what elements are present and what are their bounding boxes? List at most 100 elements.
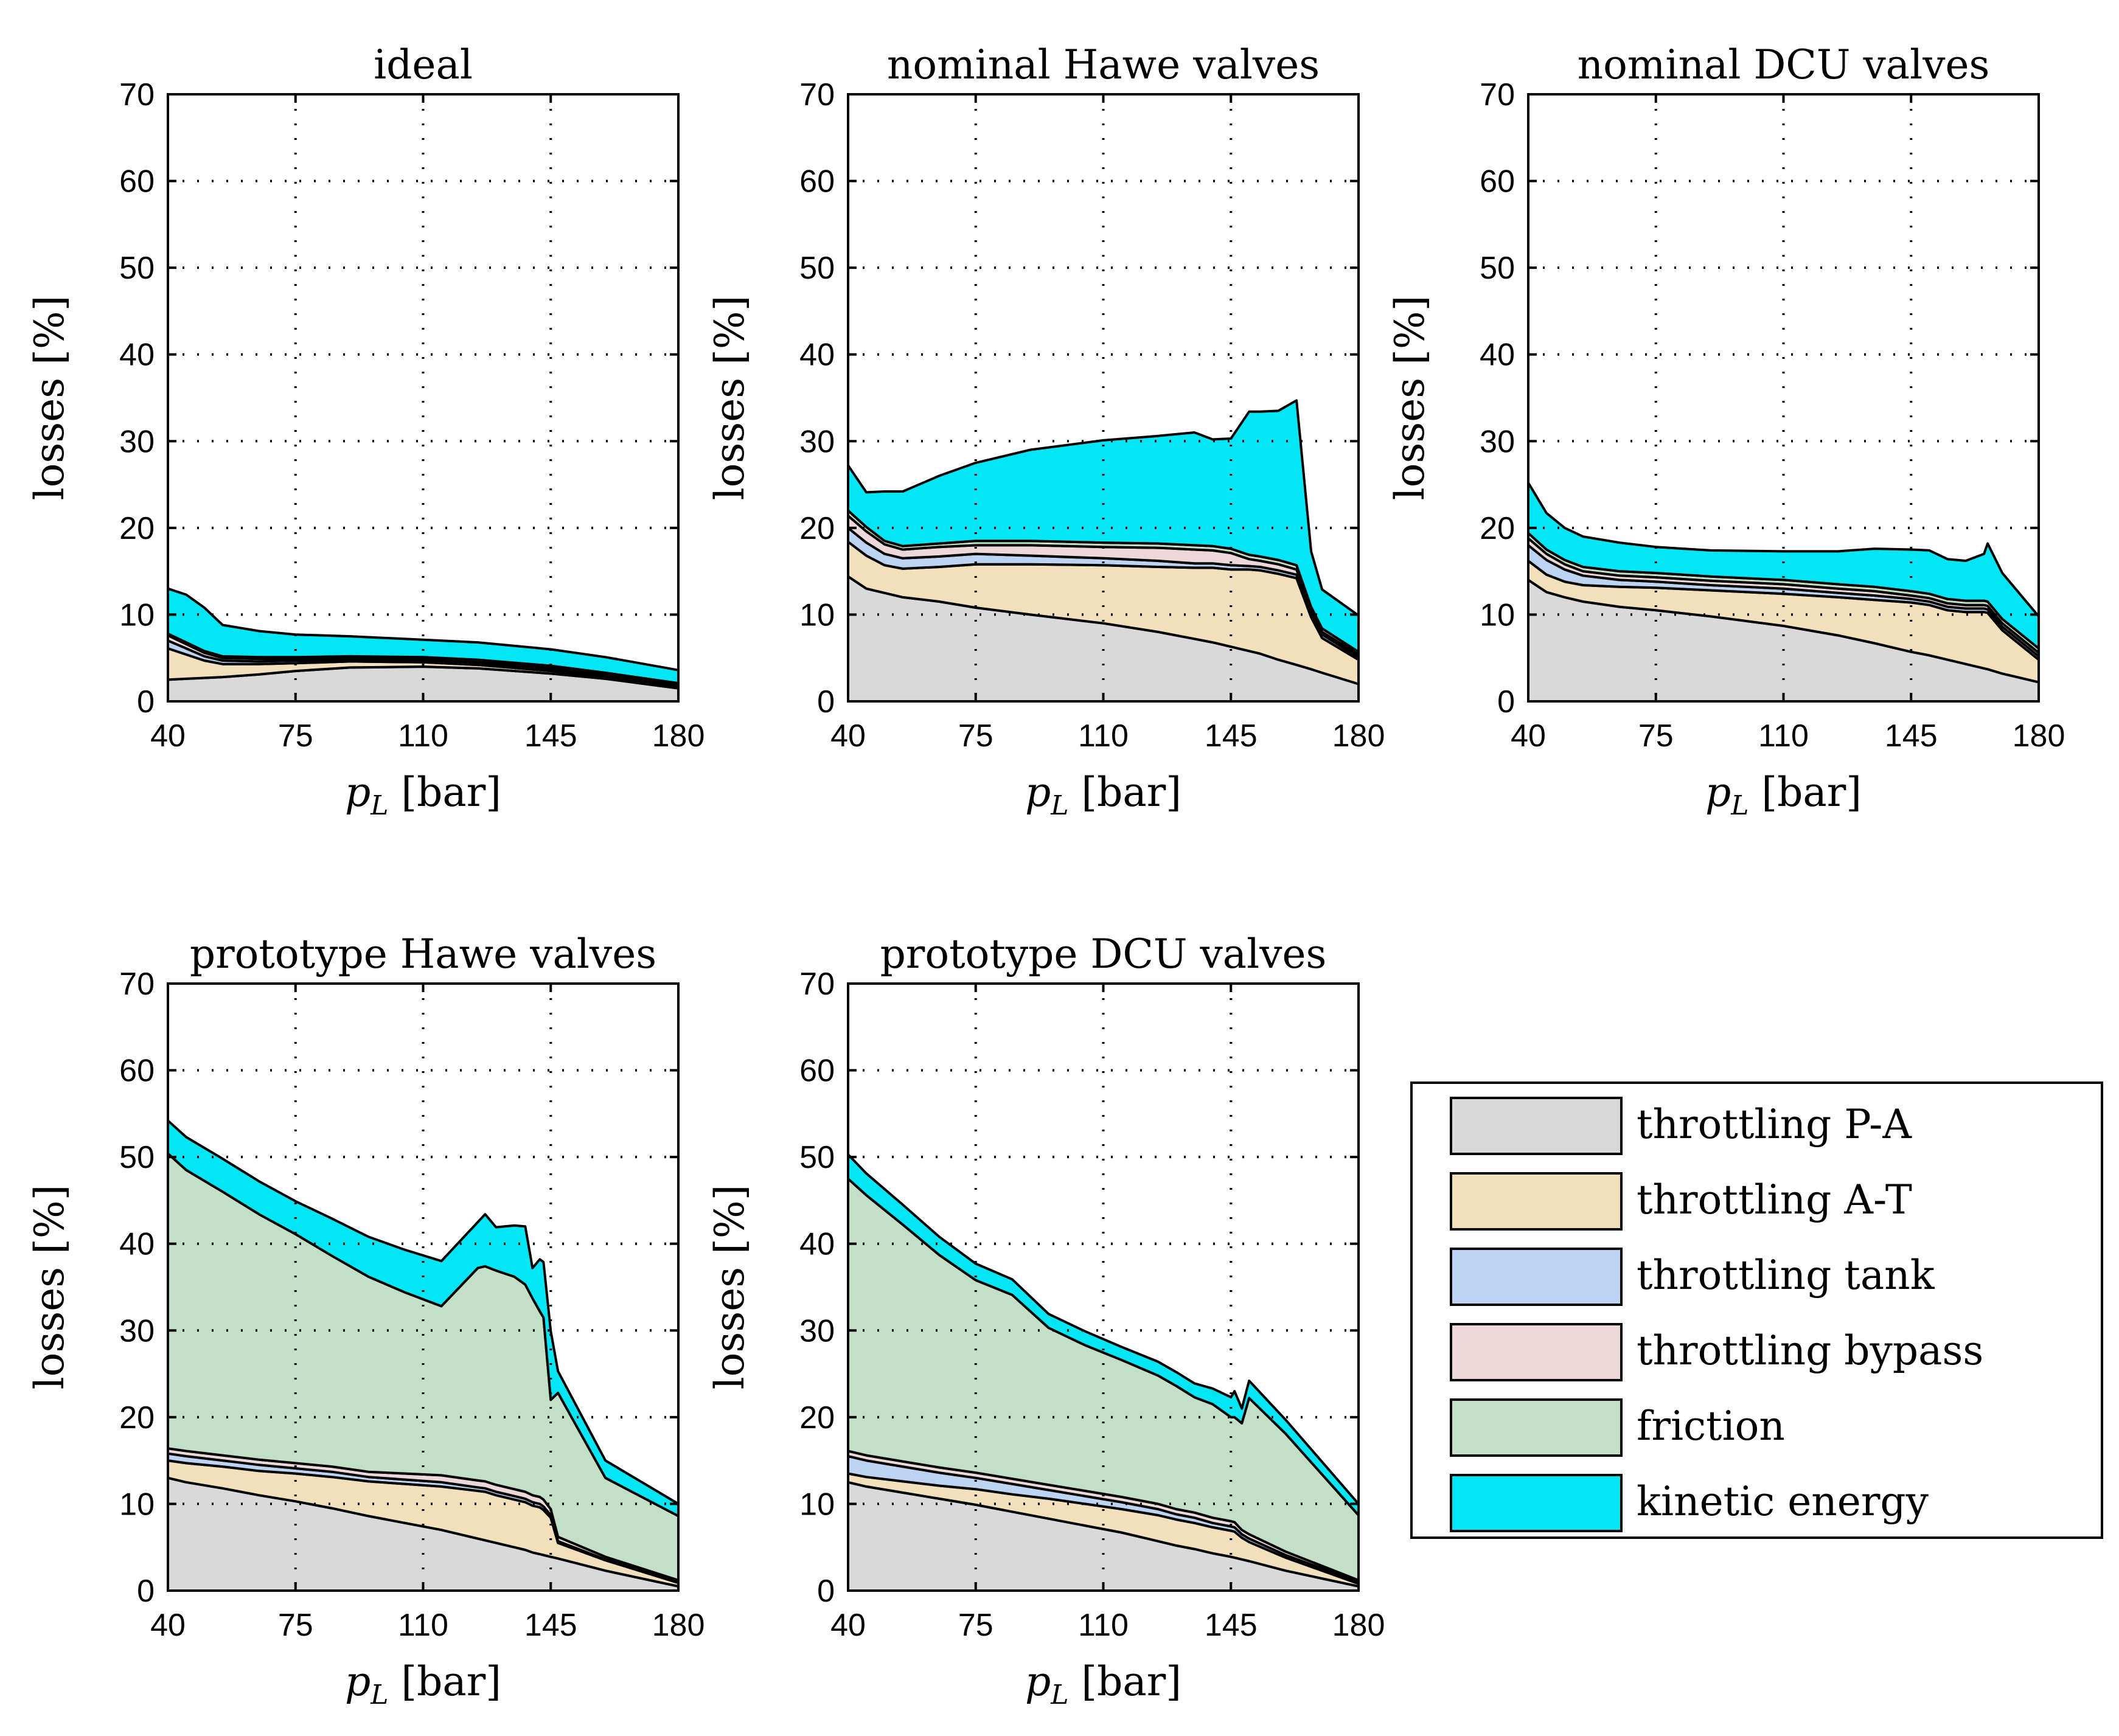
panel-nominal-hawe-valves-ytick-label: 30 bbox=[799, 424, 835, 459]
panel-nominal-dcu-valves-ytick-label: 30 bbox=[1480, 424, 1515, 459]
panel-nominal-dcu-valves-ytick-label: 0 bbox=[1497, 684, 1515, 720]
panel-prototype-hawe-valves-ytick-label: 60 bbox=[119, 1054, 155, 1089]
panel-nominal-hawe-valves-xlabel-var: p bbox=[1025, 769, 1051, 816]
panel-nominal-dcu-valves-xlabel-unit: [bar] bbox=[1748, 769, 1862, 816]
panel-nominal-hawe-valves-xlabel-unit: [bar] bbox=[1068, 769, 1181, 816]
panel-nominal-hawe-valves-ytick-label: 50 bbox=[799, 251, 835, 286]
legend-label-kinetic-energy: kinetic energy bbox=[1637, 1478, 1929, 1525]
panel-nominal-hawe-valves-ytick-label: 0 bbox=[817, 684, 835, 720]
panel-prototype-hawe-valves-xtick-label: 180 bbox=[652, 1608, 705, 1643]
legend-item-kinetic-energy: kinetic energy bbox=[1450, 1474, 1929, 1532]
panel-prototype-dcu-valves-xlabel: pL [bar] bbox=[1025, 1658, 1181, 1710]
panel-prototype-dcu-valves-xlabel-sub: L bbox=[1050, 1679, 1068, 1710]
panel-nominal-dcu-valves-xtick-label: 145 bbox=[1885, 718, 1938, 754]
legend-swatch-throttling-p-a bbox=[1450, 1097, 1623, 1155]
panel-nominal-dcu-valves-ytick-label: 60 bbox=[1480, 164, 1515, 200]
panel-nominal-dcu-valves-ytick-label: 40 bbox=[1480, 338, 1515, 373]
panel-prototype-hawe-valves-xtick-label: 75 bbox=[278, 1608, 313, 1643]
panel-nominal-hawe-valves-xlabel-sub: L bbox=[1050, 790, 1068, 821]
panel-prototype-dcu-valves-xlabel-unit: [bar] bbox=[1068, 1658, 1181, 1705]
panel-prototype-hawe-valves-xtick-label: 110 bbox=[398, 1608, 448, 1643]
panel-prototype-hawe-valves-xtick-label: 40 bbox=[150, 1608, 186, 1643]
panel-ideal-ytick-label: 10 bbox=[119, 597, 155, 633]
panel-nominal-hawe-valves-title: nominal Hawe valves bbox=[887, 41, 1320, 88]
panel-nominal-hawe-valves-ytick-label: 60 bbox=[799, 164, 835, 200]
legend-swatch-throttling-tank bbox=[1450, 1248, 1623, 1306]
panel-prototype-dcu-valves-xtick-label: 75 bbox=[958, 1608, 993, 1643]
panel-nominal-dcu-valves-ytick-label: 20 bbox=[1480, 511, 1515, 546]
panel-nominal-hawe-valves: 40 75 110 145 180 0 10 20 30 40 50 60 70 nominal Hawe… bbox=[706, 41, 1385, 821]
panel-nominal-hawe-valves-xlabel: pL [bar] bbox=[1025, 769, 1181, 821]
legend-item-throttling-p-a: throttling P-A bbox=[1450, 1097, 1912, 1155]
panel-prototype-dcu-valves-xlabel-var: p bbox=[1025, 1658, 1051, 1705]
panel-nominal-dcu-valves-ytick-label: 50 bbox=[1480, 251, 1515, 286]
panel-prototype-dcu-valves-xtick-label: 110 bbox=[1078, 1608, 1129, 1643]
panel-nominal-hawe-valves-xtick-label: 180 bbox=[1332, 718, 1385, 754]
panel-prototype-hawe-valves-ytick-label: 40 bbox=[119, 1227, 155, 1262]
panel-prototype-hawe-valves-ytick-label: 30 bbox=[119, 1313, 155, 1349]
panel-nominal-dcu-valves-xlabel: pL [bar] bbox=[1705, 769, 1862, 821]
panel-ideal-xlabel-sub: L bbox=[370, 790, 388, 821]
legend-label-throttling-p-a: throttling P-A bbox=[1637, 1101, 1912, 1148]
panel-prototype-hawe-valves-xtick-label: 145 bbox=[524, 1608, 577, 1643]
panel-prototype-dcu-valves: 40 75 110 145 180 0 10 20 30 40 50 60 70 prototype DC… bbox=[706, 931, 1385, 1710]
panel-ideal-xtick-label: 110 bbox=[398, 718, 448, 754]
panel-ideal-ytick-label: 50 bbox=[119, 251, 155, 286]
panel-ideal-xtick-label: 75 bbox=[278, 718, 313, 754]
panel-nominal-dcu-valves-xtick-label: 40 bbox=[1511, 718, 1546, 754]
panel-prototype-hawe-valves-ytick-label: 50 bbox=[119, 1140, 155, 1175]
panel-nominal-hawe-valves-ytick-label: 10 bbox=[799, 597, 835, 633]
panel-prototype-hawe-valves-title: prototype Hawe valves bbox=[190, 931, 656, 977]
legend-label-throttling-bypass: throttling bypass bbox=[1637, 1327, 1983, 1374]
panel-ideal-ytick-label: 20 bbox=[119, 511, 155, 546]
panel-prototype-hawe-valves-ytick-label: 0 bbox=[137, 1574, 155, 1609]
panel-prototype-hawe-valves-xlabel-sub: L bbox=[370, 1679, 388, 1710]
panel-prototype-hawe-valves-ylabel: losses [%] bbox=[26, 1185, 73, 1390]
panel-prototype-dcu-valves-ytick-label: 70 bbox=[799, 967, 835, 1002]
panel-nominal-dcu-valves-xtick-label: 110 bbox=[1758, 718, 1809, 754]
panel-prototype-dcu-valves-title: prototype DCU valves bbox=[880, 931, 1327, 977]
panel-prototype-hawe-valves-xlabel-var: p bbox=[345, 1658, 371, 1705]
panel-nominal-hawe-valves-ytick-label: 70 bbox=[799, 77, 835, 113]
legend-box bbox=[1410, 1082, 2103, 1539]
panel-nominal-dcu-valves: 40 75 110 145 180 0 10 20 30 40 50 60 70 nominal DCU … bbox=[1387, 41, 2065, 821]
panel-prototype-hawe-valves-xlabel-unit: [bar] bbox=[388, 1658, 501, 1705]
panel-prototype-hawe-valves-ytick-label: 10 bbox=[119, 1487, 155, 1522]
panel-nominal-dcu-valves-title: nominal DCU valves bbox=[1578, 41, 1990, 88]
panel-prototype-dcu-valves-ytick-label: 50 bbox=[799, 1140, 835, 1175]
panel-nominal-hawe-valves-xtick-label: 110 bbox=[1078, 718, 1129, 754]
panel-prototype-hawe-valves-ytick-label: 20 bbox=[119, 1400, 155, 1436]
panel-nominal-hawe-valves-ytick-label: 40 bbox=[799, 338, 835, 373]
panel-nominal-dcu-valves-ylabel: losses [%] bbox=[1387, 296, 1433, 501]
panel-nominal-dcu-valves-ytick-label: 70 bbox=[1480, 77, 1515, 113]
panel-nominal-hawe-valves-xtick-label: 75 bbox=[958, 718, 993, 754]
panel-ideal-xtick-label: 40 bbox=[150, 718, 186, 754]
panel-ideal-xlabel: pL [bar] bbox=[345, 769, 501, 821]
panel-nominal-dcu-valves-xlabel-sub: L bbox=[1730, 790, 1748, 821]
panel-prototype-hawe-valves: 40 75 110 145 180 0 10 20 30 40 50 60 70 prototype Ha… bbox=[26, 931, 705, 1710]
panel-nominal-dcu-valves-ytick-label: 10 bbox=[1480, 597, 1515, 633]
panel-prototype-dcu-valves-xtick-label: 180 bbox=[1332, 1608, 1385, 1643]
panel-ideal-ytick-label: 70 bbox=[119, 77, 155, 113]
legend-item-throttling-tank: throttling tank bbox=[1450, 1248, 1935, 1306]
panel-prototype-dcu-valves-ytick-label: 0 bbox=[817, 1574, 835, 1609]
panel-ideal-ytick-label: 60 bbox=[119, 164, 155, 200]
panel-nominal-dcu-valves-xtick-label: 180 bbox=[2013, 718, 2065, 754]
legend-item-friction: friction bbox=[1450, 1398, 1785, 1457]
legend-swatch-kinetic-energy bbox=[1450, 1474, 1623, 1532]
panel-nominal-dcu-valves-xtick-label: 75 bbox=[1638, 718, 1674, 754]
panel-ideal-title: ideal bbox=[374, 41, 473, 88]
legend-swatch-throttling-bypass bbox=[1450, 1323, 1623, 1381]
panel-prototype-dcu-valves-xtick-label: 145 bbox=[1205, 1608, 1258, 1643]
panel-nominal-hawe-valves-ylabel: losses [%] bbox=[706, 296, 753, 501]
panel-prototype-dcu-valves-ytick-label: 60 bbox=[799, 1054, 835, 1089]
legend-label-throttling-a-t: throttling A-T bbox=[1637, 1176, 1912, 1223]
legend-swatch-throttling-a-t bbox=[1450, 1172, 1623, 1231]
panel-prototype-hawe-valves-xlabel: pL [bar] bbox=[345, 1658, 501, 1710]
panel-nominal-dcu-valves-xlabel-var: p bbox=[1705, 769, 1731, 816]
panel-prototype-dcu-valves-ytick-label: 40 bbox=[799, 1227, 835, 1262]
panel-ideal: 40 75 110 145 180 0 10 20 30 40 50 60 70 ideal pL [bar… bbox=[26, 41, 705, 821]
legend: throttling P-A throttling A-T throttling t… bbox=[1410, 1082, 2103, 1539]
